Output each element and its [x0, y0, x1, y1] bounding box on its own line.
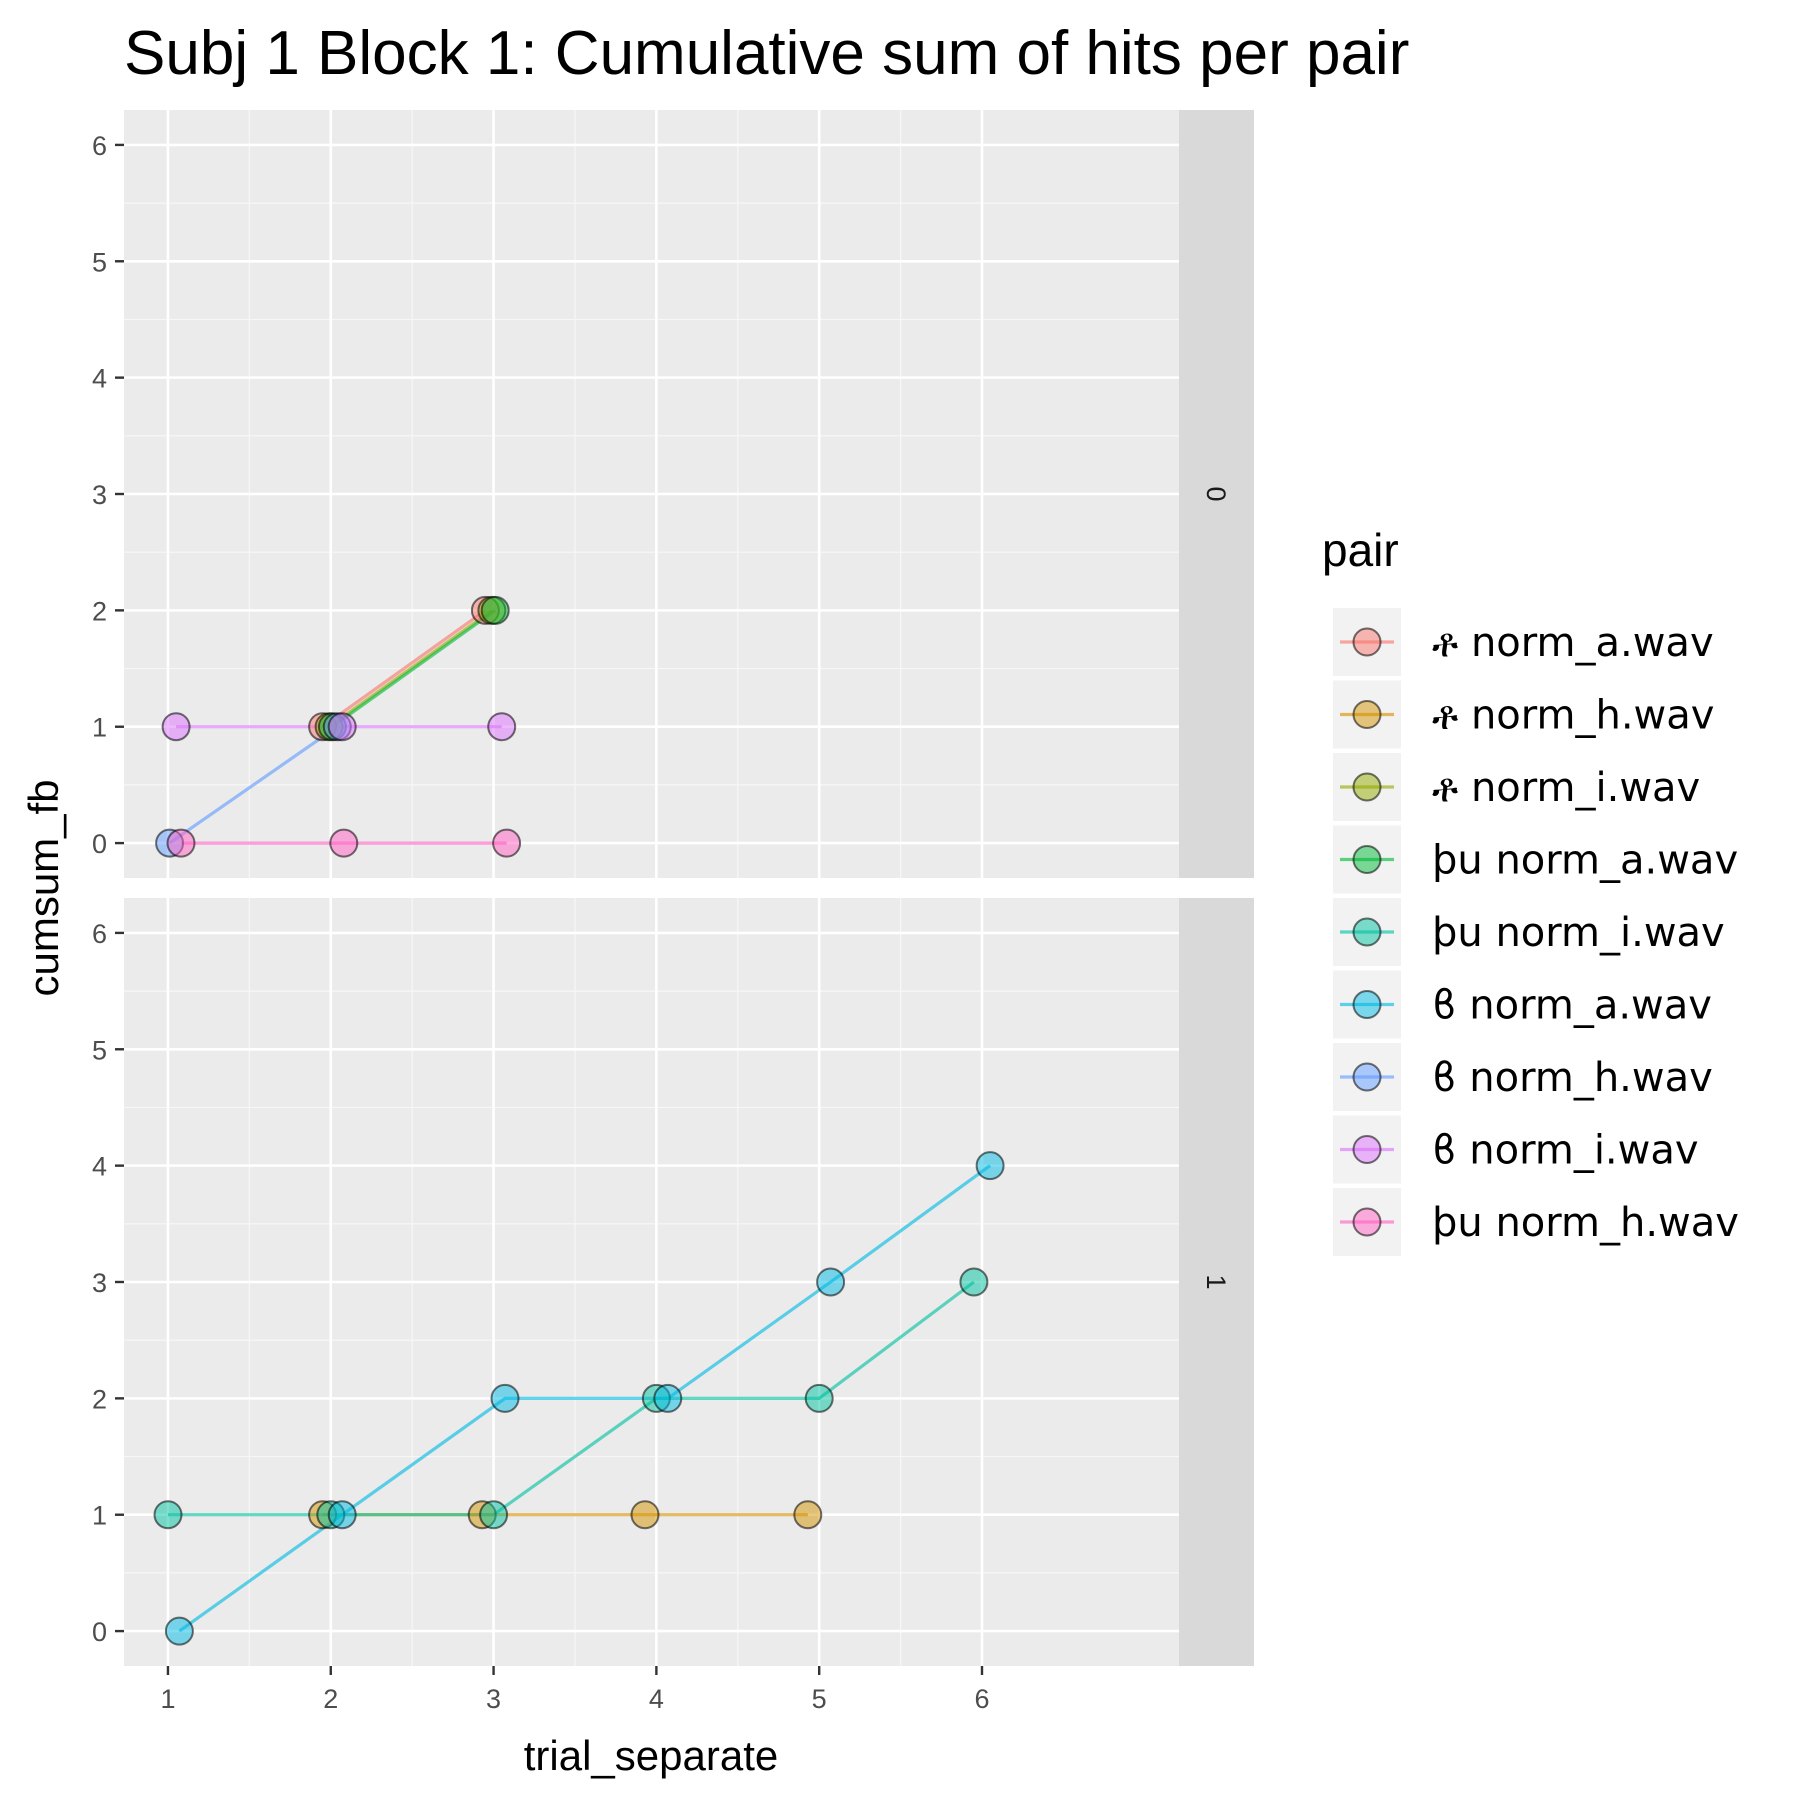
chart-title: Subj 1 Block 1: Cumulative sum of hits p… — [124, 19, 1409, 88]
y-tick-label: 2 — [92, 596, 107, 626]
series-line — [331, 609, 497, 729]
axes: 0 1 2 3 4 5 6 0 1 2 3 4 5 6 1 2 3 4 5 6 — [92, 131, 990, 1714]
data-point — [793, 1500, 823, 1530]
legend-label: ቶ norm_i.wav — [1432, 765, 1700, 811]
legend-label: ϸu norm_i.wav — [1432, 910, 1725, 956]
legend-label: ϐ norm_i.wav — [1432, 1128, 1699, 1174]
data-point — [816, 1267, 846, 1297]
data-point — [492, 828, 522, 858]
series-line — [321, 609, 487, 729]
legend-label: ϸu norm_h.wav — [1432, 1200, 1739, 1246]
data-point — [959, 1267, 989, 1297]
legend-label: ϸu norm_a.wav — [1432, 838, 1738, 884]
legend-key — [1333, 898, 1401, 966]
data-point — [166, 828, 196, 858]
gridlines — [124, 110, 1179, 1666]
x-axis-title: trial_separate — [524, 1732, 778, 1779]
legend-label: ቶ norm_h.wav — [1432, 693, 1714, 739]
y-tick-label: 1 — [92, 713, 107, 743]
data-point — [490, 1383, 520, 1413]
legend-key — [1333, 825, 1401, 894]
y-tick-label: 5 — [92, 247, 107, 277]
data-point — [630, 1500, 660, 1530]
y-tick-label: 6 — [92, 919, 107, 949]
series-line — [328, 609, 493, 729]
legend-key — [1333, 680, 1401, 749]
x-tick-label: 3 — [486, 1684, 501, 1714]
facet-1-strip-label: 1 — [1201, 1274, 1231, 1289]
y-axis-title: cumsum_fb — [20, 779, 67, 996]
series-line — [168, 1280, 975, 1517]
data-point — [975, 1151, 1005, 1181]
data-point — [480, 595, 510, 625]
x-tick-label: 5 — [812, 1684, 827, 1714]
data-point — [479, 1500, 509, 1530]
data-point — [329, 828, 359, 858]
facet-1-strip — [1179, 898, 1254, 1666]
data-point — [487, 712, 517, 742]
y-tick-label: 0 — [92, 829, 107, 859]
legend-key — [1333, 1043, 1401, 1111]
y-tick-label: 4 — [92, 1152, 107, 1182]
x-tick-label: 4 — [649, 1684, 664, 1714]
facet-0-strip — [1179, 110, 1254, 878]
series-line — [168, 725, 339, 845]
data-point — [161, 712, 191, 742]
legend-title: pair — [1322, 524, 1399, 576]
legend: ቶ norm_a.wav ቶ norm_h.wav ቶ norm_i.wav ϸu n… — [1333, 608, 1739, 1256]
legend-key — [1333, 753, 1401, 821]
data-point — [327, 1500, 357, 1530]
x-tick-label: 2 — [323, 1684, 338, 1714]
y-tick-label: 1 — [92, 1501, 107, 1531]
legend-label: ϐ norm_a.wav — [1432, 983, 1712, 1029]
y-tick-label: 3 — [92, 480, 107, 510]
legend-label: ቶ norm_a.wav — [1432, 620, 1714, 666]
data-point — [153, 1500, 183, 1530]
legend-key — [1333, 608, 1401, 676]
data-point — [804, 1383, 834, 1413]
legend-label: ϐ norm_h.wav — [1432, 1055, 1713, 1101]
legend-key — [1333, 1115, 1401, 1184]
data-point — [653, 1383, 683, 1413]
x-tick-label: 1 — [160, 1684, 175, 1714]
y-tick-label: 3 — [92, 1268, 107, 1298]
series-layer — [153, 595, 1005, 1646]
series-line — [178, 1164, 992, 1633]
facet-0-strip-label: 0 — [1201, 486, 1231, 501]
y-tick-label: 2 — [92, 1384, 107, 1414]
data-point — [327, 712, 357, 742]
data-point — [164, 1616, 194, 1646]
x-tick-label: 6 — [974, 1684, 989, 1714]
y-tick-label: 4 — [92, 364, 107, 394]
y-tick-label: 6 — [92, 131, 107, 161]
y-tick-label: 0 — [92, 1617, 107, 1647]
legend-key — [1333, 1188, 1401, 1256]
y-tick-label: 5 — [92, 1035, 107, 1065]
legend-key — [1333, 970, 1401, 1039]
